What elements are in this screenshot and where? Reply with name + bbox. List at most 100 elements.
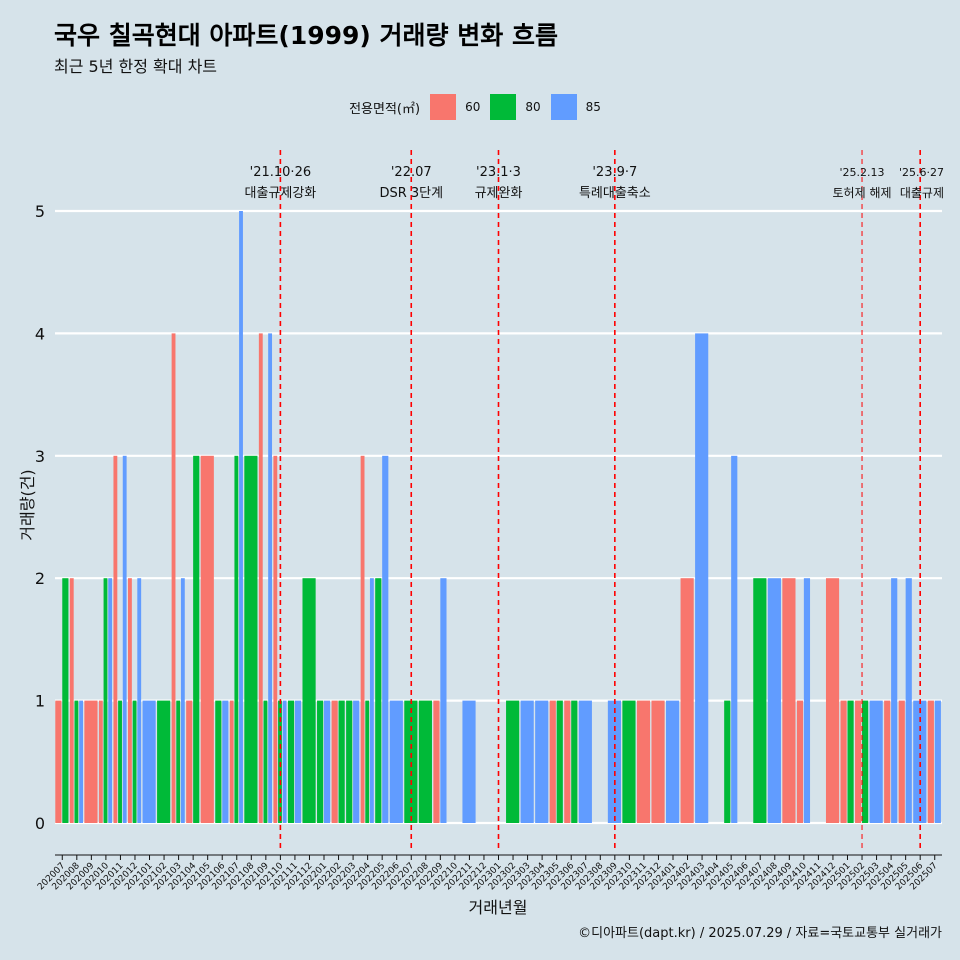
bar-80-202202 (338, 700, 345, 823)
bar-80-202007 (62, 578, 69, 823)
legend-title: 전용면적(㎡) (349, 101, 421, 117)
bar-60-202105 (200, 455, 214, 823)
chart-title: 국우 칠곡현대 아파트(1999) 거래량 변화 흐름 (54, 21, 558, 50)
bar-85-202205 (382, 455, 389, 823)
bar-85-202110 (282, 700, 287, 823)
annotation-label: 대출규제강화 (245, 186, 317, 201)
bar-85-202410 (803, 578, 811, 823)
bar-80-202111 (287, 700, 295, 823)
source-caption: ©디아파트(dapt.kr) / 2025.07.29 / 자료=국토교통부 실… (578, 926, 942, 941)
bar-80-202306 (571, 700, 578, 823)
bar-60-202305 (549, 700, 556, 823)
bar-85-202204 (369, 578, 374, 823)
y-tick-label: 1 (35, 692, 45, 711)
bar-60-202504 (884, 700, 891, 823)
bar-60-202501 (840, 700, 847, 823)
annotation-date: '25.6·27 (899, 166, 944, 179)
bar-85-202012 (137, 578, 142, 823)
bar-80-202106 (215, 700, 222, 823)
bar-85-202203 (353, 700, 360, 823)
bar-80-202103 (176, 700, 181, 823)
legend-label-80: 80 (525, 100, 541, 114)
bar-80-202108 (244, 455, 258, 823)
bar-60-202202 (331, 700, 338, 823)
bar-80-202012 (132, 700, 137, 823)
bar-60-202204 (360, 455, 365, 823)
bar-60-202103 (171, 333, 176, 823)
bar-85-202401 (666, 700, 680, 823)
bar-60-202104 (186, 700, 193, 823)
bar-85-202209 (440, 578, 447, 823)
bar-85-202111 (294, 700, 302, 823)
bar-85-202304 (535, 700, 549, 823)
annotation-label: 규제완화 (475, 186, 523, 201)
bar-60-202409 (782, 578, 796, 823)
bar-85-202506 (913, 700, 927, 823)
bar-80-202107 (234, 455, 239, 823)
y-tick-label: 3 (35, 447, 45, 466)
y-tick-label: 2 (35, 569, 45, 588)
bar-80-202008 (74, 700, 79, 823)
legend: 전용면적(㎡) 60 80 85 (0, 92, 960, 122)
y-tick-label: 5 (35, 202, 45, 221)
legend-label-60: 60 (465, 100, 481, 114)
bar-85-202103 (180, 578, 185, 823)
annotation-date: '23.9·7 (592, 165, 637, 180)
bar-80-202109 (263, 700, 268, 823)
bar-85-202403 (695, 333, 709, 823)
bar-60-202402 (680, 578, 694, 823)
bars (55, 211, 941, 823)
y-tick-label: 4 (35, 324, 45, 343)
bar-60-202312 (651, 700, 665, 823)
annotation-date: '21.10·26 (250, 165, 311, 180)
bar-85-202504 (891, 578, 898, 823)
annotation-label: 대출규제 (900, 186, 944, 200)
axes: 0123452020072020082020092020102020112020… (35, 202, 942, 892)
bar-85-202008 (79, 700, 83, 823)
bar-60-202110 (273, 455, 278, 823)
bar-80-202405 (724, 700, 731, 823)
event-annotations: '21.10·26 대출규제강화 '22.07 DSR 3단계 '23.1·3 규제완화 '… (245, 150, 944, 852)
bar-80-202011 (118, 700, 122, 823)
bar-80-202205 (375, 578, 382, 823)
bar-85-202201 (324, 700, 331, 823)
bar-60-202010 (98, 700, 103, 823)
legend-swatch-60 (430, 94, 457, 120)
bar-60-202011 (113, 455, 118, 823)
bar-60-202306 (564, 700, 571, 823)
legend-item-60: 60 (430, 94, 480, 120)
legend-swatch-80 (490, 94, 517, 120)
bar-80-202010 (103, 578, 108, 823)
bar-80-202302 (506, 700, 520, 823)
bar-80-202102 (157, 700, 171, 823)
annotation-date: '25.2.13 (840, 166, 885, 179)
legend-swatch-85 (550, 94, 577, 120)
bar-60-202009 (84, 700, 98, 823)
y-axis-label: 거래량(건) (18, 469, 37, 540)
bar-60-202012 (127, 578, 132, 823)
bar-85-202107 (239, 211, 243, 823)
bar-85-202505 (905, 578, 912, 823)
y-tick-label: 0 (35, 814, 45, 833)
chart-subtitle: 최근 5년 한정 확대 차트 (54, 57, 218, 76)
bar-85-202010 (108, 578, 113, 823)
bar-85-202405 (731, 455, 738, 823)
annotation-label: 토허제 해제 (833, 186, 892, 200)
bar-80-202110 (278, 700, 282, 823)
legend-item-85: 85 (550, 94, 601, 120)
bar-60-202209 (433, 700, 440, 823)
bar-85-202507 (934, 700, 941, 823)
legend-label-85: 85 (585, 100, 601, 114)
bar-80-202502 (862, 700, 869, 823)
bar-80-202310 (622, 700, 636, 823)
bar-80-202201 (317, 700, 324, 823)
bar-85-202211 (462, 700, 476, 823)
annotation-label: 특례대출축소 (579, 186, 651, 201)
bar-85-202307 (578, 700, 592, 823)
bar-80-202305 (556, 700, 563, 823)
bar-80-202501 (847, 700, 854, 823)
bar-85-202109 (268, 333, 273, 823)
bar-80-202407 (753, 578, 767, 823)
legend-item-80: 80 (490, 94, 541, 120)
